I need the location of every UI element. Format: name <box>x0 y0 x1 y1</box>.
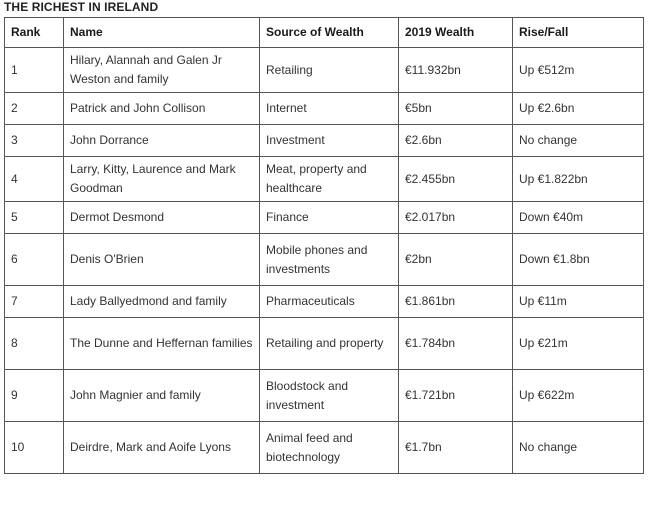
cell-name: Hilary, Alannah and Galen Jr Weston and … <box>63 47 260 93</box>
cell-rank: 10 <box>4 421 64 474</box>
table-row: 4 Larry, Kitty, Laurence and Mark Goodman… <box>4 156 644 202</box>
cell-change: Down €1.8bn <box>512 233 644 286</box>
cell-name: Patrick and John Collison <box>63 92 260 125</box>
header-rank: Rank <box>4 17 64 48</box>
table-row: 8 The Dunne and Heffernan families Retaili… <box>4 317 644 370</box>
table-title: THE RICHEST IN IRELAND <box>4 0 159 14</box>
cell-wealth: €2.017bn <box>398 201 513 234</box>
table-row: 2 Patrick and John Collison Internet €5bn Up… <box>4 92 644 125</box>
cell-rank: 5 <box>4 201 64 234</box>
cell-change: No change <box>512 421 644 474</box>
cell-rank: 2 <box>4 92 64 125</box>
cell-rank: 1 <box>4 47 64 93</box>
cell-source: Bloodstock and investment <box>259 369 399 422</box>
table-row: 1 Hilary, Alannah and Galen Jr Weston and… <box>4 47 644 93</box>
cell-source: Mobile phones and investments <box>259 233 399 286</box>
table-row: 10 Deirdre, Mark and Aoife Lyons Animal fe… <box>4 421 644 474</box>
cell-change: Up €11m <box>512 285 644 318</box>
cell-rank: 8 <box>4 317 64 370</box>
cell-change: Up €622m <box>512 369 644 422</box>
cell-name: Dermot Desmond <box>63 201 260 234</box>
table-row: 5 Dermot Desmond Finance €2.017bn Down €40m <box>4 201 644 234</box>
cell-source: Finance <box>259 201 399 234</box>
cell-source: Internet <box>259 92 399 125</box>
cell-source: Meat, property and healthcare <box>259 156 399 202</box>
cell-change: No change <box>512 124 644 157</box>
cell-change: Up €2.6bn <box>512 92 644 125</box>
cell-wealth: €1.784bn <box>398 317 513 370</box>
cell-change: Up €1.822bn <box>512 156 644 202</box>
cell-wealth: €11.932bn <box>398 47 513 93</box>
cell-change: Down €40m <box>512 201 644 234</box>
cell-name: Lady Ballyedmond and family <box>63 285 260 318</box>
table-row: 6 Denis O'Brien Mobile phones and investme… <box>4 233 644 286</box>
cell-wealth: €2.455bn <box>398 156 513 202</box>
header-wealth: 2019 Wealth <box>398 17 513 48</box>
cell-change: Up €21m <box>512 317 644 370</box>
cell-wealth: €1.861bn <box>398 285 513 318</box>
cell-source: Retailing and property <box>259 317 399 370</box>
cell-name: John Magnier and family <box>63 369 260 422</box>
cell-rank: 9 <box>4 369 64 422</box>
cell-wealth: €2bn <box>398 233 513 286</box>
table-row: 7 Lady Ballyedmond and family Pharmaceutic… <box>4 285 644 318</box>
cell-rank: 3 <box>4 124 64 157</box>
cell-name: Denis O'Brien <box>63 233 260 286</box>
header-name: Name <box>63 17 260 48</box>
header-source: Source of Wealth <box>259 17 399 48</box>
richest-table: Rank Name Source of Wealth 2019 Wealth R… <box>4 17 644 474</box>
cell-name: Deirdre, Mark and Aoife Lyons <box>63 421 260 474</box>
table-row: 9 John Magnier and family Bloodstock and i… <box>4 369 644 422</box>
cell-rank: 7 <box>4 285 64 318</box>
cell-source: Animal feed and biotechnology <box>259 421 399 474</box>
cell-source: Retailing <box>259 47 399 93</box>
cell-wealth: €2.6bn <box>398 124 513 157</box>
cell-wealth: €5bn <box>398 92 513 125</box>
table-row: 3 John Dorrance Investment €2.6bn No change <box>4 124 644 157</box>
cell-wealth: €1.721bn <box>398 369 513 422</box>
table-header-row: Rank Name Source of Wealth 2019 Wealth R… <box>4 17 644 48</box>
cell-wealth: €1.7bn <box>398 421 513 474</box>
cell-name: John Dorrance <box>63 124 260 157</box>
cell-rank: 6 <box>4 233 64 286</box>
cell-source: Investment <box>259 124 399 157</box>
header-change: Rise/Fall <box>512 17 644 48</box>
cell-source: Pharmaceuticals <box>259 285 399 318</box>
cell-change: Up €512m <box>512 47 644 93</box>
cell-name: The Dunne and Heffernan families <box>63 317 260 370</box>
cell-rank: 4 <box>4 156 64 202</box>
cell-name: Larry, Kitty, Laurence and Mark Goodman <box>63 156 260 202</box>
